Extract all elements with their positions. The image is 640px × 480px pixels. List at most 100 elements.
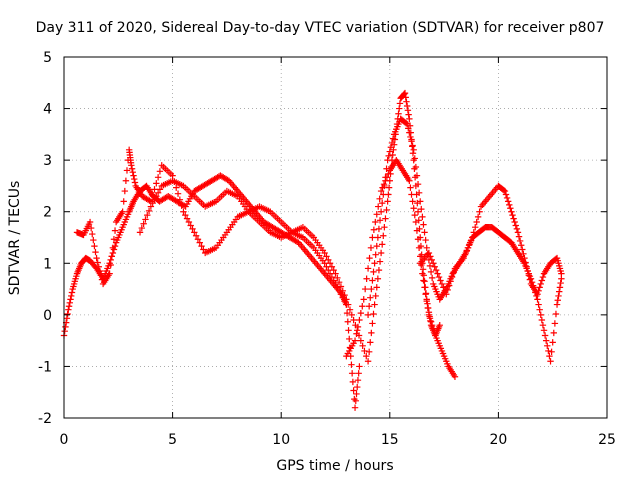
data-point	[334, 274, 341, 282]
data-point	[372, 251, 379, 258]
data-point	[440, 284, 447, 291]
data-point	[326, 270, 334, 277]
data-point	[404, 107, 412, 114]
data-point	[383, 206, 390, 214]
data-point	[352, 397, 359, 405]
data-point	[120, 198, 127, 205]
data-point	[417, 198, 424, 205]
y-tick-label: 3	[43, 153, 52, 169]
data-point	[512, 222, 519, 229]
data-point	[371, 301, 378, 308]
data-point	[110, 236, 118, 243]
data-point	[414, 208, 422, 215]
data-point	[412, 218, 420, 226]
data-point	[386, 148, 393, 155]
data-point	[354, 323, 362, 331]
x-tick-label: 25	[598, 432, 616, 448]
data-point	[64, 310, 71, 318]
data-point	[323, 263, 330, 270]
data-point	[539, 321, 547, 329]
data-point	[176, 196, 184, 203]
markers-layer	[60, 89, 565, 411]
data-point	[130, 172, 137, 179]
data-point	[436, 321, 443, 329]
data-point	[67, 296, 74, 303]
data-point	[142, 216, 149, 223]
data-point	[328, 263, 336, 270]
data-point	[180, 208, 187, 215]
data-point	[467, 237, 475, 245]
y-tick-label: 0	[43, 308, 52, 324]
data-point	[370, 310, 377, 318]
data-point	[185, 218, 193, 226]
data-point	[376, 217, 384, 224]
data-point	[189, 225, 196, 233]
data-point	[443, 291, 450, 298]
data-point	[149, 192, 156, 199]
data-point	[348, 311, 355, 319]
data-point	[422, 291, 429, 298]
data-point	[444, 286, 451, 294]
series-trace-5	[364, 115, 565, 365]
data-point	[535, 301, 542, 308]
data-point	[335, 278, 343, 286]
data-point	[354, 376, 362, 384]
data-point	[321, 260, 328, 267]
data-point	[63, 315, 71, 322]
data-point	[377, 249, 385, 257]
data-point	[524, 267, 531, 275]
data-point	[508, 208, 515, 215]
data-point	[364, 265, 372, 272]
data-point	[538, 316, 546, 324]
data-point	[91, 242, 98, 250]
x-tick-label: 15	[381, 432, 399, 448]
data-point	[356, 363, 363, 370]
data-point	[373, 284, 380, 291]
data-point	[97, 272, 105, 279]
data-point	[434, 270, 441, 277]
data-point	[463, 248, 470, 255]
data-point	[544, 342, 551, 349]
data-point	[131, 175, 138, 183]
data-point	[423, 244, 430, 252]
data-point	[138, 224, 146, 232]
data-point	[354, 327, 361, 334]
data-point	[361, 285, 369, 293]
data-point	[346, 306, 354, 313]
data-point	[369, 277, 376, 284]
data-point	[549, 339, 556, 346]
data-point	[396, 105, 403, 112]
data-point	[426, 315, 434, 322]
data-point	[409, 198, 416, 205]
data-point	[437, 277, 444, 284]
data-point	[107, 261, 114, 269]
data-point	[355, 370, 362, 377]
data-point	[154, 174, 162, 181]
data-point	[375, 203, 382, 210]
data-point	[341, 291, 348, 299]
data-point	[384, 198, 391, 205]
data-point	[431, 328, 438, 336]
data-point	[359, 342, 366, 349]
data-point	[382, 174, 389, 181]
data-point	[413, 172, 421, 179]
data-point	[369, 234, 376, 241]
data-point	[380, 232, 387, 239]
data-point	[378, 199, 386, 207]
data-point	[460, 254, 467, 262]
data-point	[408, 138, 415, 145]
data-point	[328, 273, 336, 281]
data-point	[89, 230, 96, 238]
data-point	[153, 180, 160, 187]
data-point	[128, 165, 136, 172]
data-point	[367, 294, 374, 301]
data-point	[376, 258, 384, 265]
data-point	[96, 267, 104, 275]
data-point	[473, 218, 480, 226]
data-point	[441, 287, 449, 294]
data-point	[536, 306, 543, 313]
data-point	[326, 260, 334, 267]
data-point	[401, 89, 409, 97]
series-trace-3	[136, 89, 443, 365]
data-point	[427, 268, 435, 276]
